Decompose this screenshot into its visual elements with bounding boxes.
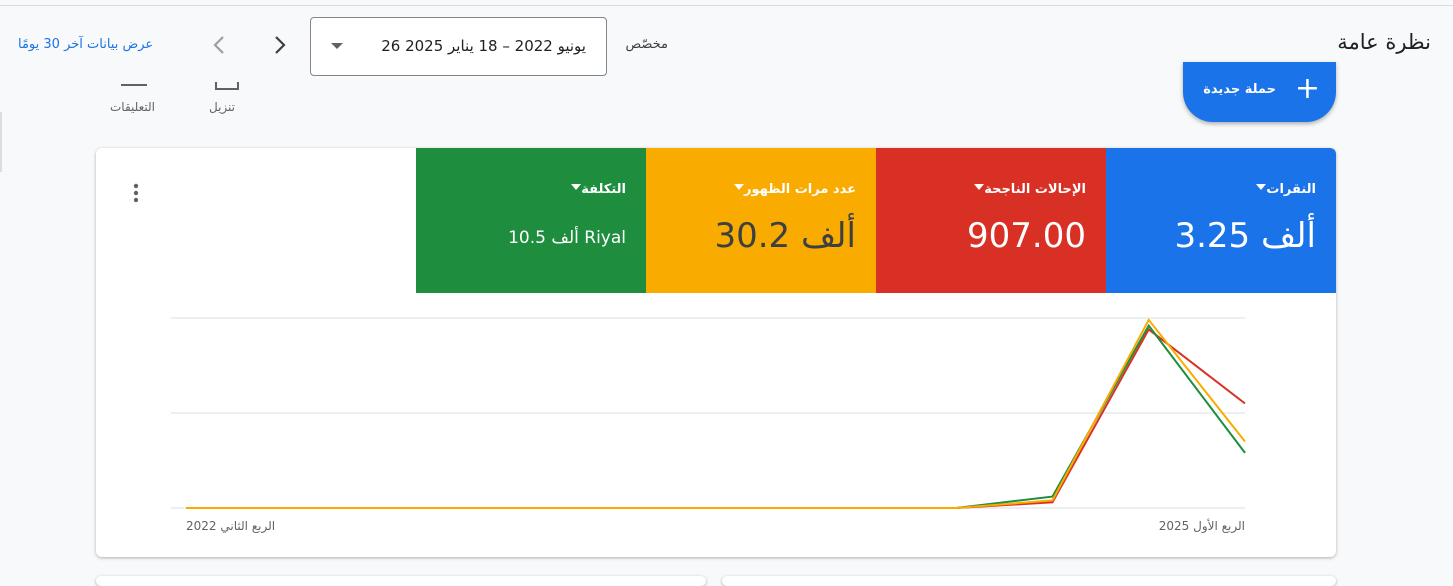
metric-tile[interactable]: عدد مرات الظهور 30.2 ألف: [646, 148, 876, 293]
metric-value: 10.5 ألف Riyal: [508, 228, 626, 248]
date-picker[interactable]: 26 يونيو 2022 – 18 يناير 2025: [310, 17, 607, 76]
divider: [0, 5, 1453, 6]
metric-value: 30.2 ألف: [714, 216, 856, 256]
last-days-link[interactable]: عرض بيانات آخر 30 يومًا: [18, 37, 154, 52]
series-line: [186, 318, 1246, 509]
card-below: [96, 576, 706, 586]
metric-value: 3.25 ألف: [1174, 216, 1316, 256]
dropdown-arrow: [331, 43, 343, 55]
download-label[interactable]: تنزيل: [209, 100, 236, 114]
date-range: 26 يونيو 2022 – 18 يناير 2025: [381, 37, 586, 55]
series-line: [186, 323, 1246, 509]
x-tick-label: الربع الثاني 2022: [186, 519, 275, 534]
metric-label: التكلفة: [563, 182, 626, 197]
plus-icon: +: [1294, 71, 1320, 106]
page-title: نظرة عامة: [1337, 30, 1431, 54]
metric-tile[interactable]: التكلفة 10.5 ألف Riyal: [416, 148, 646, 293]
prev-button[interactable]: [207, 33, 231, 57]
new-campaign-button[interactable]: + حملة جديدة: [1183, 62, 1336, 122]
side-bar: [0, 112, 2, 172]
metric-value: 907.00: [967, 216, 1086, 256]
next-button[interactable]: [268, 33, 292, 57]
more-menu[interactable]: [130, 182, 142, 206]
x-tick-label: الربع الأول 2025: [1159, 518, 1245, 534]
metric-label: الإحالات الناجحة: [966, 182, 1086, 197]
comments-label[interactable]: التعليقات: [110, 100, 156, 114]
download-icon: [215, 82, 239, 90]
card-below: [722, 576, 1336, 586]
series-line: [186, 327, 1246, 509]
date-label: مخصّص: [625, 37, 668, 52]
button-label: حملة جديدة: [1203, 82, 1276, 97]
metric-label: عدد مرات الظهور: [726, 182, 856, 197]
comments-icon: [121, 84, 147, 86]
metric-tile[interactable]: النقرات 3.25 ألف: [1106, 148, 1336, 293]
metric-tile[interactable]: الإحالات الناجحة 907.00: [876, 148, 1106, 293]
metric-label: النقرات: [1248, 182, 1316, 197]
